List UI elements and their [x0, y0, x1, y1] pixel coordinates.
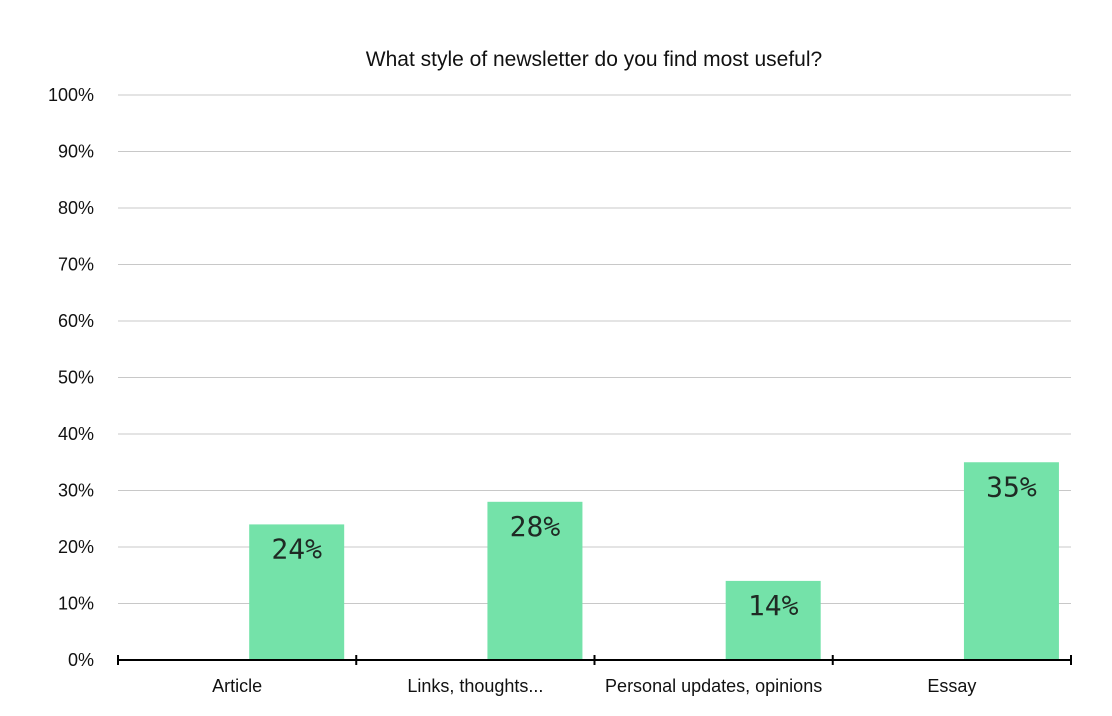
- x-tick-label: Personal updates, opinions: [605, 676, 822, 696]
- bar-value-labels: 24% 28% 14% 35%: [271, 470, 1036, 622]
- bar: [487, 501, 583, 660]
- y-tick-label: 50%: [58, 368, 94, 388]
- bar-value-label: 28%: [510, 510, 561, 543]
- y-tick-label: 60%: [58, 311, 94, 331]
- x-tick-label: Essay: [927, 676, 976, 696]
- y-tick-label: 100%: [48, 85, 94, 105]
- bar: [249, 524, 345, 660]
- y-tick-label: 30%: [58, 481, 94, 501]
- bars: [249, 462, 1059, 660]
- y-tick-label: 40%: [58, 424, 94, 444]
- y-axis-ticks: 0% 10% 20% 30% 40% 50% 60% 70% 80% 90% 100%: [48, 85, 94, 670]
- bar-value-label: 14%: [748, 589, 799, 622]
- y-tick-label: 0%: [68, 650, 94, 670]
- y-tick-label: 90%: [58, 142, 94, 162]
- bar: [725, 580, 821, 660]
- y-tick-label: 70%: [58, 255, 94, 275]
- y-tick-label: 80%: [58, 198, 94, 218]
- bar-value-label: 24%: [271, 532, 322, 565]
- y-tick-label: 20%: [58, 537, 94, 557]
- y-tick-label: 10%: [58, 594, 94, 614]
- x-tick-label: Article: [212, 676, 262, 696]
- bar: [963, 462, 1059, 660]
- x-axis: [117, 655, 1072, 665]
- x-axis-labels: Article Links, thoughts... Personal update…: [212, 676, 976, 696]
- chart-title: What style of newsletter do you find mos…: [366, 48, 822, 71]
- bar-value-label: 35%: [986, 470, 1037, 503]
- x-tick-label: Links, thoughts...: [407, 676, 543, 696]
